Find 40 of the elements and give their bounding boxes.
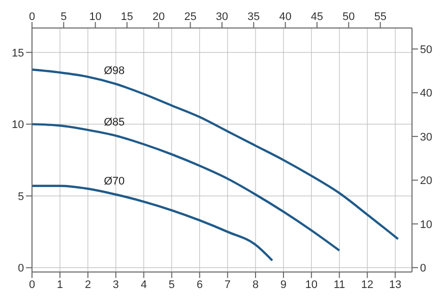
y2-tick-label: 10 [420, 218, 432, 231]
x-tick-label: 2 [84, 278, 91, 291]
y2-tick-label: 40 [420, 88, 432, 100]
x-tick-label: 10 [305, 278, 318, 291]
series-label: Ø85 [104, 116, 125, 129]
x-tick-label: 8 [252, 278, 259, 291]
x2-tick-label: 0 [28, 11, 36, 23]
line-series [32, 184, 274, 262]
x2-tick-label: 15 [120, 11, 134, 23]
y-tick-label: 0 [18, 262, 24, 275]
x-tick-label: 6 [196, 278, 203, 291]
x-tick-label: 13 [389, 278, 402, 291]
x2-tick-label: 20 [152, 11, 165, 23]
x2-tick-label: 40 [279, 11, 292, 23]
x2-tick-label: 55 [374, 11, 386, 23]
x2-tick-label: 50 [342, 11, 355, 23]
y-tick-label: 15 [12, 47, 24, 60]
x2-tick-label: 5 [60, 11, 67, 23]
x2-tick-label: 35 [248, 11, 260, 23]
x-tick-label: 1 [56, 278, 64, 291]
y2-tick-label: 0 [420, 262, 426, 275]
x-tick-label: 5 [168, 278, 175, 291]
y2-tick-label: 50 [420, 44, 432, 56]
x-tick-label: 7 [224, 278, 231, 291]
y-tick-label: 5 [18, 190, 24, 203]
y2-tick-label: 20 [420, 175, 432, 188]
series-label: Ø70 [104, 175, 125, 188]
x-tick-label: 3 [112, 278, 119, 291]
series-label: Ø98 [104, 64, 125, 77]
x2-tick-label: 10 [89, 11, 102, 23]
x-tick-label: 11 [334, 278, 346, 291]
x-tick-label: 9 [280, 278, 287, 291]
x-tick-label: 0 [28, 278, 36, 291]
y2-tick-label: 30 [420, 131, 432, 144]
x-tick-label: 4 [140, 278, 147, 291]
x2-tick-label: 25 [184, 11, 196, 23]
x2-tick-label: 45 [310, 11, 324, 23]
y-tick-label: 10 [12, 119, 24, 132]
x-tick-label: 12 [361, 278, 374, 291]
x2-tick-label: 30 [216, 11, 228, 23]
